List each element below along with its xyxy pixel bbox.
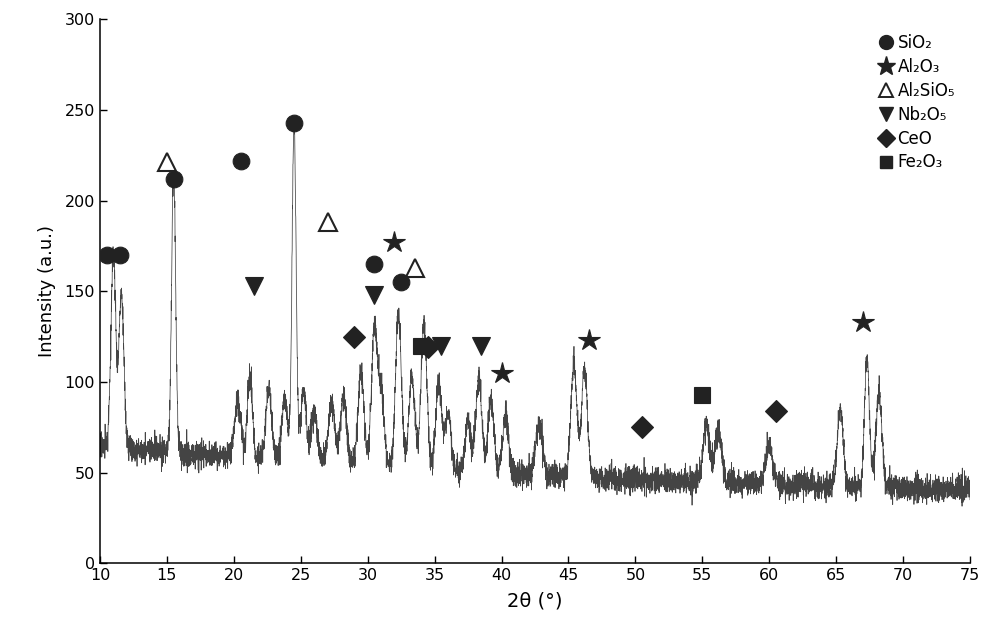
Legend: SiO₂, Al₂O₃, Al₂SiO₅, Nb₂O₅, CeO, Fe₂O₃: SiO₂, Al₂O₃, Al₂SiO₅, Nb₂O₅, CeO, Fe₂O₃ xyxy=(871,28,962,178)
X-axis label: 2θ (°): 2θ (°) xyxy=(507,591,563,611)
Y-axis label: Intensity (a.u.): Intensity (a.u.) xyxy=(38,225,56,357)
